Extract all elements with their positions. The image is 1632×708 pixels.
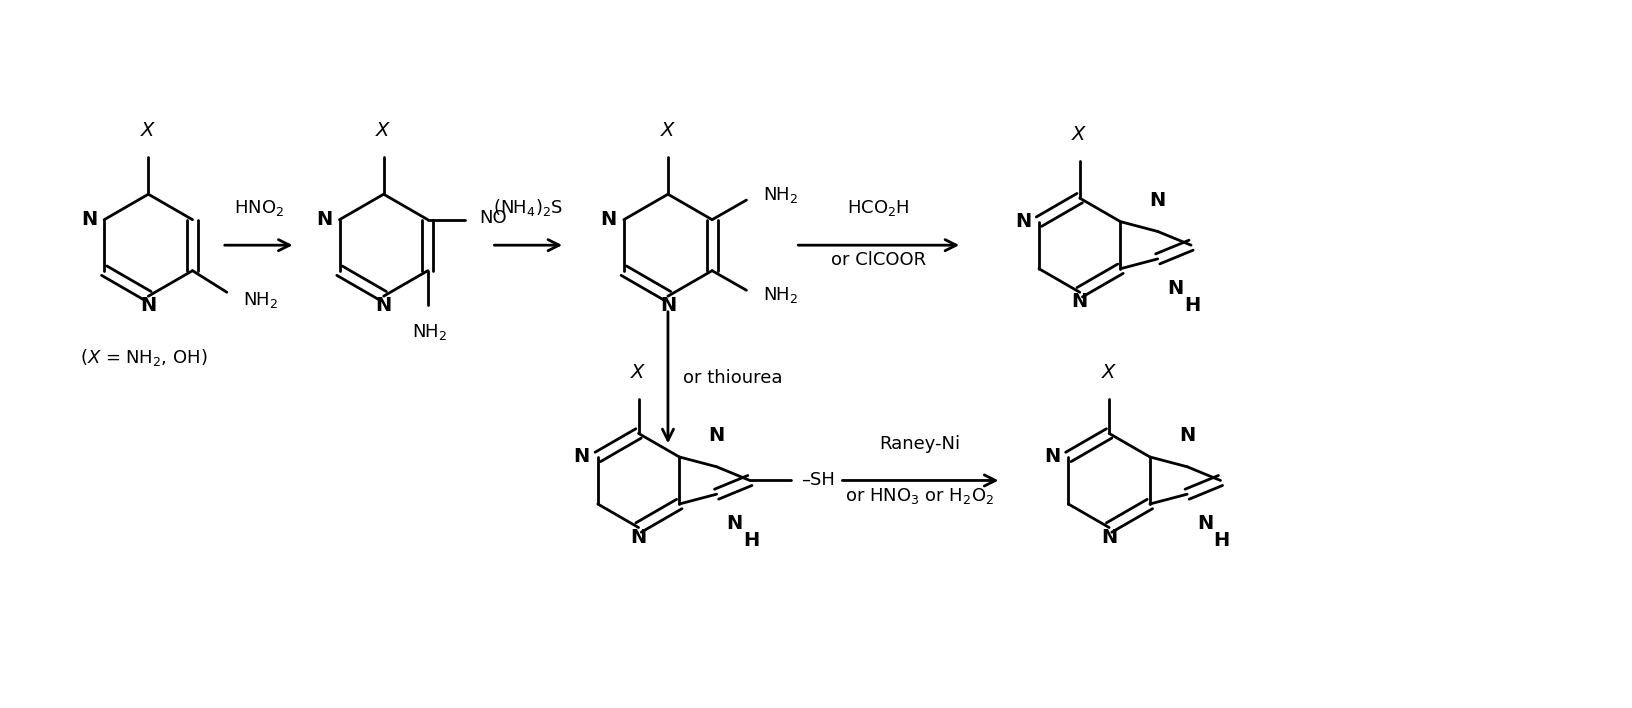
Text: or HNO$_3$ or H$_2$O$_2$: or HNO$_3$ or H$_2$O$_2$: [845, 486, 994, 506]
Text: $X$: $X$: [659, 121, 676, 140]
Text: $X$: $X$: [140, 121, 157, 140]
Text: NH$_2$: NH$_2$: [764, 285, 798, 305]
Text: HCO$_2$H: HCO$_2$H: [847, 198, 911, 218]
Text: N: N: [317, 210, 333, 229]
Text: Raney-Ni: Raney-Ni: [880, 435, 961, 453]
Text: N: N: [1102, 527, 1118, 547]
Text: N: N: [1178, 426, 1195, 445]
Text: N: N: [574, 447, 589, 467]
Text: H: H: [743, 532, 759, 550]
Text: N: N: [1015, 212, 1031, 231]
Text: N: N: [1044, 447, 1061, 467]
Text: $X$: $X$: [630, 363, 646, 382]
Text: N: N: [375, 296, 392, 315]
Text: –SH: –SH: [801, 472, 834, 489]
Text: N: N: [659, 296, 676, 315]
Text: $X$: $X$: [375, 121, 392, 140]
Text: $X$: $X$: [1102, 363, 1118, 382]
Text: NO: NO: [478, 209, 506, 227]
Text: N: N: [1149, 191, 1165, 210]
Text: N: N: [82, 210, 98, 229]
Text: N: N: [708, 426, 725, 445]
Text: H: H: [1214, 532, 1231, 550]
Text: N: N: [601, 210, 617, 229]
Text: N: N: [1196, 514, 1213, 533]
Text: or thiourea: or thiourea: [682, 369, 782, 387]
Text: NH$_2$: NH$_2$: [243, 290, 279, 310]
Text: NH$_2$: NH$_2$: [413, 321, 447, 342]
Text: NH$_2$: NH$_2$: [764, 185, 798, 205]
Text: HNO$_2$: HNO$_2$: [233, 198, 284, 218]
Text: (NH$_4$)$_2$S: (NH$_4$)$_2$S: [493, 197, 563, 218]
Text: H: H: [1185, 296, 1201, 315]
Text: ($X$ = NH$_2$, OH): ($X$ = NH$_2$, OH): [80, 348, 207, 368]
Text: or ClCOOR: or ClCOOR: [831, 251, 927, 269]
Text: N: N: [1072, 292, 1089, 312]
Text: $X$: $X$: [1072, 125, 1089, 144]
Text: N: N: [1167, 278, 1183, 297]
Text: N: N: [630, 527, 646, 547]
Text: N: N: [140, 296, 157, 315]
Text: N: N: [726, 514, 743, 533]
